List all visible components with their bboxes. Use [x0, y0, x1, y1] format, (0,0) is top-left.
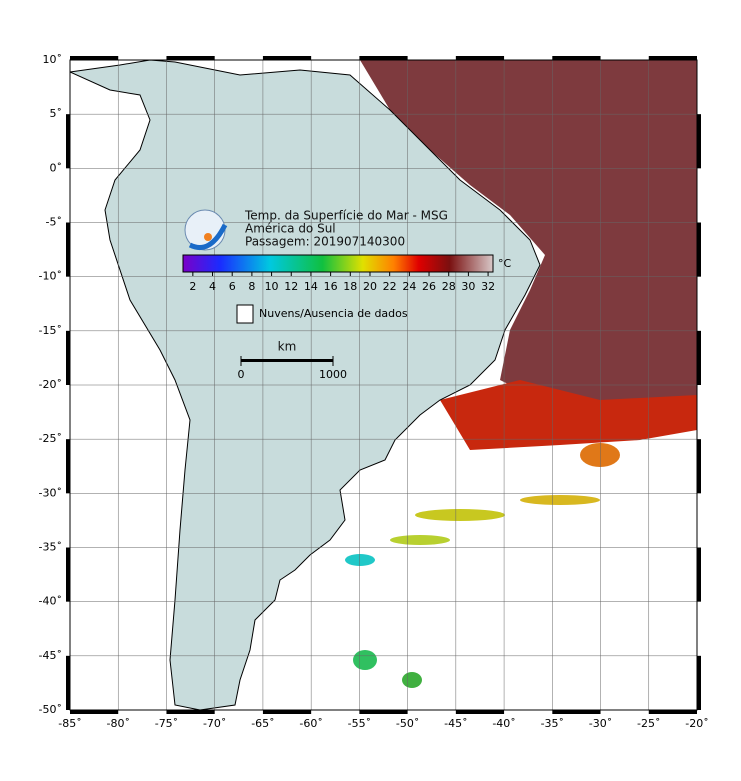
- colorbar-tick-label: 24: [402, 280, 416, 293]
- legend-swatch: [236, 304, 254, 324]
- border-bar: [697, 222, 701, 277]
- colorbar-tick-label: 18: [343, 280, 357, 293]
- scale-tick-label: 1000: [319, 368, 347, 381]
- logo-dot: [204, 233, 212, 241]
- colorbar-unit: °C: [498, 257, 512, 270]
- border-bar: [262, 56, 312, 60]
- lon-tick-label: -45˚: [444, 717, 467, 730]
- lat-tick-label: -40˚: [39, 595, 62, 608]
- border-bar: [66, 222, 70, 277]
- lat-tick-label: -20˚: [39, 378, 62, 391]
- lat-tick-label: -5˚: [46, 216, 62, 229]
- border-bar: [66, 114, 70, 169]
- colorbar-tick-label: 20: [363, 280, 377, 293]
- colorbar-tick-label: 26: [422, 280, 436, 293]
- border-bar: [552, 710, 601, 714]
- colorbar-tick-label: 2: [189, 280, 196, 293]
- graticule: [69, 59, 698, 711]
- colorbar-tick-label: 28: [442, 280, 456, 293]
- lon-tick-label: -20˚: [685, 717, 708, 730]
- border-bar: [70, 56, 119, 60]
- lat-tick-label: -35˚: [39, 541, 62, 554]
- lat-tick-label: -30˚: [39, 486, 62, 499]
- sst-warm: [360, 60, 697, 430]
- frame-border: [66, 56, 701, 714]
- border-bar: [359, 56, 408, 60]
- border-bar: [648, 710, 697, 714]
- colorbar-tick-label: 30: [461, 280, 475, 293]
- lat-tick-label: -45˚: [39, 649, 62, 662]
- colorbar: [182, 254, 494, 273]
- colorbar-tick-label: 4: [209, 280, 216, 293]
- scale-bar: [241, 359, 333, 362]
- border-bar: [166, 710, 215, 714]
- border-bar: [66, 439, 70, 494]
- sst-patch: [415, 509, 505, 521]
- sst-patch: [580, 443, 620, 467]
- lon-tick-label: -35˚: [541, 717, 564, 730]
- lon-tick-label: -30˚: [589, 717, 612, 730]
- legend-label: Nuvens/Ausencia de dados: [259, 307, 408, 320]
- colorbar-tick-label: 22: [383, 280, 397, 293]
- colorbar-tick-label: 12: [284, 280, 298, 293]
- border-bar: [697, 655, 701, 710]
- logo-arrow: [188, 223, 228, 250]
- border-bar: [697, 114, 701, 169]
- colorbar-tick-label: 32: [481, 280, 495, 293]
- colorbar-tick-label: 16: [324, 280, 338, 293]
- border-bar: [166, 56, 215, 60]
- lon-tick-label: -25˚: [637, 717, 660, 730]
- border-bar: [552, 56, 601, 60]
- lat-tick-label: 10˚: [43, 53, 63, 66]
- lat-tick-label: -15˚: [39, 324, 62, 337]
- border-bar: [697, 547, 701, 602]
- lon-tick-label: -40˚: [492, 717, 515, 730]
- border-bar: [455, 710, 505, 714]
- border-bar: [359, 710, 408, 714]
- lon-tick-label: -50˚: [396, 717, 419, 730]
- lat-tick-label: 0˚: [50, 161, 63, 174]
- colorbar-tick-label: 6: [229, 280, 236, 293]
- lon-tick-label: -65˚: [251, 717, 274, 730]
- scale-title: km: [278, 340, 297, 354]
- lat-tick-label: -50˚: [39, 703, 62, 716]
- title-line: Temp. da Superfície do Mar - MSG: [244, 209, 448, 223]
- sst-patch: [353, 650, 377, 670]
- border-bar: [66, 547, 70, 602]
- colorbar-tick-label: 8: [248, 280, 255, 293]
- border-bar: [66, 655, 70, 710]
- lon-tick-label: -60˚: [299, 717, 322, 730]
- border-bar: [455, 56, 505, 60]
- border-bar: [697, 330, 701, 385]
- lon-tick-label: -70˚: [203, 717, 226, 730]
- colorbar-tick-label: 14: [304, 280, 318, 293]
- scale-tick-label: 0: [238, 368, 245, 381]
- lon-tick-label: -75˚: [155, 717, 178, 730]
- colorbar-tick-label: 10: [265, 280, 279, 293]
- sst-patch: [390, 535, 450, 545]
- lon-tick-label: -80˚: [106, 717, 129, 730]
- lat-tick-label: 5˚: [50, 107, 63, 120]
- sst-patch: [520, 495, 600, 505]
- border-bar: [70, 710, 119, 714]
- sst-patch: [402, 672, 422, 688]
- lat-tick-label: -25˚: [39, 432, 62, 445]
- title-line: Passagem: 201907140300: [245, 235, 405, 249]
- scale: 0 1000: [238, 356, 347, 381]
- axis-labels: -85˚ -80˚ -75˚ -70˚ -65˚ -60˚ -55˚ -50˚ -45˚ -40˚…: [39, 53, 709, 730]
- lon-tick-label: -55˚: [348, 717, 371, 730]
- border-bar: [648, 56, 697, 60]
- border-bar: [262, 710, 312, 714]
- lat-tick-label: -10˚: [39, 270, 62, 283]
- sst-patch: [345, 554, 375, 566]
- border-bar: [66, 330, 70, 385]
- lon-tick-label: -85˚: [58, 717, 81, 730]
- title-line: América do Sul: [245, 222, 336, 236]
- border-bar: [697, 439, 701, 494]
- logo: [184, 209, 228, 251]
